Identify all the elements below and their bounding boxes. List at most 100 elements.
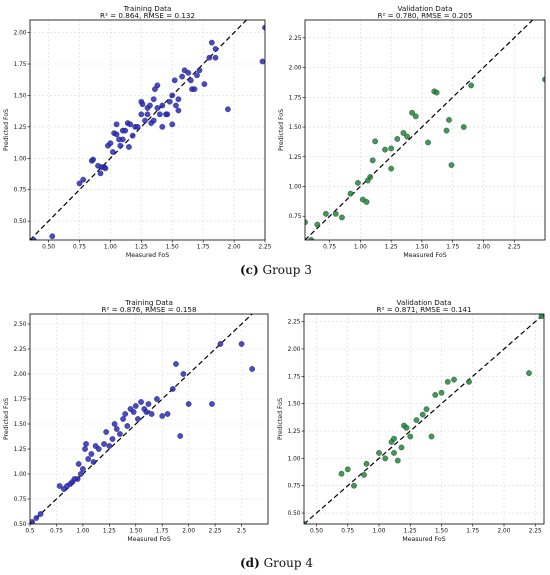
data-point [150, 117, 157, 124]
chart-subtitle: R² = 0.876, RMSE = 0.158 [101, 305, 197, 314]
data-point [164, 411, 171, 417]
data-point [347, 190, 354, 197]
y-tick-label: 2.00 [14, 31, 27, 37]
identity-line [304, 314, 544, 524]
data-point [388, 145, 395, 152]
data-point [80, 466, 86, 472]
data-point [127, 121, 134, 128]
x-tick-label: 1.00 [373, 529, 386, 535]
y-tick-label: 0.50 [288, 511, 301, 517]
data-point [367, 174, 374, 180]
data-point [56, 483, 63, 489]
data-point [451, 376, 457, 383]
y-tick-label: 1.25 [289, 155, 302, 161]
data-point [388, 165, 395, 172]
y-axis-label: Predicted FoS [3, 109, 10, 151]
data-point [113, 131, 120, 138]
data-point [74, 476, 81, 482]
x-tick-label: 2.00 [228, 245, 241, 251]
data-point [382, 146, 388, 153]
y-tick-label: 2.50 [14, 322, 27, 328]
y-tick-label: 2.25 [289, 36, 302, 42]
data-point [391, 435, 397, 442]
x-tick-label: 2.00 [477, 245, 490, 251]
x-tick-label: 1.75 [446, 245, 459, 251]
x-axis-label: Measured FoS [127, 536, 170, 543]
data-point [444, 378, 451, 385]
data-point [173, 361, 179, 367]
data-point [238, 341, 245, 347]
data-point [369, 157, 376, 164]
data-point [49, 233, 56, 240]
data-point [433, 89, 440, 96]
x-axis-label: Measured FoS [403, 252, 446, 259]
data-point [76, 180, 83, 187]
x-tick-label: 2.25 [529, 529, 542, 535]
data-point [111, 421, 118, 427]
data-point [109, 436, 116, 442]
data-point [147, 102, 153, 109]
data-point [438, 389, 445, 396]
x-tick-label: 0.50 [310, 529, 323, 535]
y-tick-label: 1.00 [289, 184, 302, 190]
data-point [344, 466, 351, 473]
chart-group3-training: 0.50 0.75 1.00 1.25 1.50 1.75 2.00 2.25 0.50 0.75… [3, 4, 272, 259]
data-point [187, 77, 194, 84]
plot-frame [303, 313, 545, 525]
data-point [129, 132, 136, 139]
x-tick-label: 1.75 [156, 529, 169, 535]
data-point [432, 392, 439, 398]
y-tick-label: 1.75 [14, 397, 27, 403]
y-tick-label: 0.75 [14, 497, 27, 503]
data-point [538, 314, 544, 320]
data-point [75, 461, 82, 467]
plot-frame [29, 313, 269, 525]
data-point [166, 98, 173, 105]
data-point [259, 58, 265, 65]
data-point [201, 81, 208, 87]
data-point [443, 127, 450, 134]
data-point [361, 471, 367, 478]
data-point [209, 401, 215, 407]
x-tick-label: 1.25 [135, 245, 148, 251]
y-tick-label: 1.50 [14, 422, 27, 428]
data-point [376, 450, 382, 456]
data-point [305, 219, 308, 226]
y-tick-label: 1.75 [289, 95, 302, 101]
y-tick-label: 1.25 [288, 429, 301, 435]
x-tick-label: 2.00 [498, 529, 511, 535]
data-point [249, 366, 255, 372]
y-axis-label: Predicted FoS [277, 398, 284, 440]
data-point [394, 136, 401, 142]
data-point [157, 111, 163, 118]
data-point [126, 144, 132, 150]
data-point [154, 82, 161, 89]
data-point [339, 214, 345, 221]
x-tick-label: 1.00 [104, 245, 117, 251]
data-point [363, 199, 370, 205]
data-point [391, 450, 397, 456]
data-point [212, 54, 219, 61]
data-point [169, 92, 176, 99]
data-point [97, 170, 104, 177]
caption-c: (c) Group 3 [240, 263, 312, 277]
data-point [120, 416, 126, 422]
caption-d: (d) Group 4 [240, 556, 313, 570]
x-axis-label: Measured FoS [126, 252, 169, 259]
data-point [159, 124, 166, 130]
y-tick-label: 0.75 [288, 484, 301, 490]
data-point [428, 433, 435, 440]
data-point [173, 102, 179, 109]
data-point [103, 429, 110, 435]
data-point [83, 441, 89, 447]
data-point [148, 411, 155, 417]
data-point [139, 101, 146, 108]
data-point [460, 124, 467, 130]
data-point [351, 482, 357, 489]
data-point [82, 446, 88, 452]
data-point [77, 471, 84, 477]
data-point [372, 138, 379, 145]
data-point [102, 165, 109, 172]
data-point [175, 107, 182, 114]
